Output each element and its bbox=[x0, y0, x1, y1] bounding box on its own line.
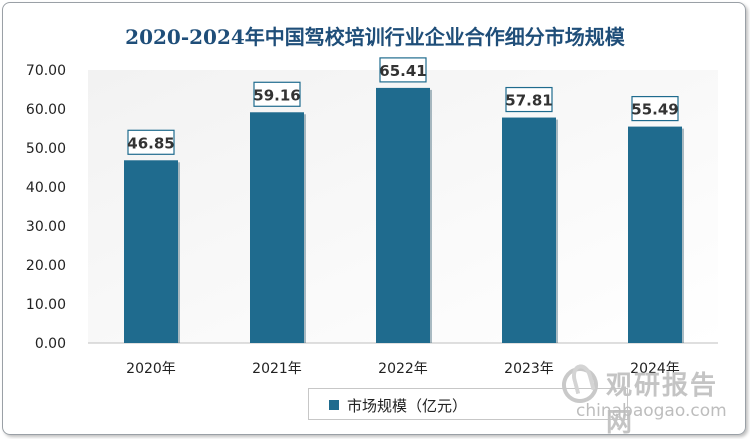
data-label-box bbox=[379, 57, 427, 83]
x-tick-label: 2021年 bbox=[252, 361, 302, 377]
y-tick-label: 40.00 bbox=[26, 180, 66, 196]
data-label-box bbox=[253, 81, 301, 107]
chart-frame bbox=[2, 2, 746, 435]
bar bbox=[502, 117, 556, 343]
x-tick-label: 2024年 bbox=[630, 361, 680, 377]
y-tick-label: 70.00 bbox=[26, 63, 66, 79]
x-tick-label: 2023年 bbox=[504, 361, 554, 377]
watermark-text-cn: 观研报告网 bbox=[606, 371, 719, 438]
legend-swatch bbox=[329, 400, 339, 410]
y-tick-label: 20.00 bbox=[26, 258, 66, 274]
bar-layer bbox=[124, 87, 684, 344]
watermark-text-en: chinabaogao.com bbox=[576, 401, 727, 421]
bar bbox=[250, 112, 304, 343]
data-label-box bbox=[631, 95, 679, 122]
data-label: 46.85 bbox=[127, 134, 174, 152]
legend-label: 市场规模（亿元） bbox=[347, 397, 468, 415]
axis-layer: 0.00 10.00 20.00 30.00 40.00 50.00 60.00 70.00 2… bbox=[26, 63, 718, 377]
data-label-box bbox=[505, 86, 553, 113]
data-label-layer: 46.85 59.16 65.41 57.81 55.49 bbox=[127, 57, 679, 155]
y-tick-label: 50.00 bbox=[26, 141, 66, 157]
bar bbox=[376, 87, 430, 343]
bar bbox=[628, 126, 682, 344]
data-label: 57.81 bbox=[505, 92, 552, 110]
y-tick-label: 0.00 bbox=[35, 336, 66, 352]
bar bbox=[124, 160, 178, 343]
data-label: 55.49 bbox=[631, 101, 678, 119]
chart-title: 2020-2024年中国驾校培训行业企业合作细分市场规模 bbox=[125, 25, 625, 49]
data-label: 59.16 bbox=[253, 86, 300, 104]
x-tick-label: 2020年 bbox=[126, 361, 176, 377]
y-tick-label: 30.00 bbox=[26, 219, 66, 235]
data-label-box bbox=[127, 129, 175, 155]
x-tick-label: 2022年 bbox=[378, 361, 428, 377]
y-tick-label: 10.00 bbox=[26, 297, 66, 313]
y-tick-label: 60.00 bbox=[26, 102, 66, 118]
data-label: 65.41 bbox=[379, 62, 426, 80]
watermark: 观研报告网 chinabaogao.com bbox=[557, 362, 742, 438]
